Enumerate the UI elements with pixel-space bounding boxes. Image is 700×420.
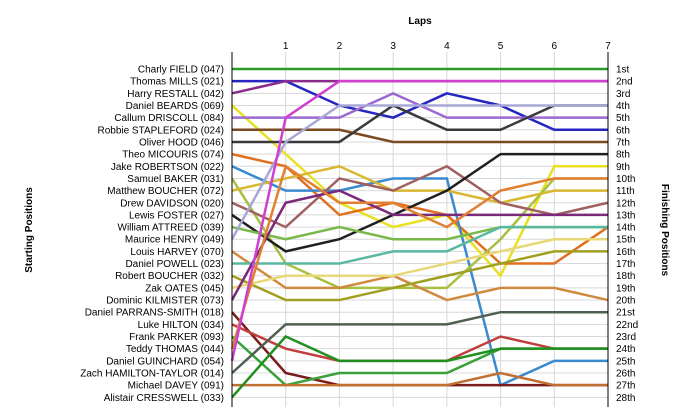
finishing-position-label: 20th	[616, 296, 635, 307]
starting-position-label: Robbie STAPLEFORD (024)	[97, 125, 224, 136]
series-line	[232, 225, 608, 265]
finishing-position-label: 23rd	[616, 332, 636, 343]
starting-position-label: Daniel POWELL (023)	[125, 259, 224, 270]
finishing-position-label: 9th	[616, 162, 630, 173]
finishing-position-label: 10th	[616, 174, 635, 185]
starting-position-label: Daniel GUINCHARD (054)	[106, 356, 224, 367]
starting-position-label: Oliver HOOD (046)	[139, 137, 224, 148]
finishing-position-label: 19th	[616, 283, 635, 294]
starting-position-label: Michael DAVEY (091)	[128, 381, 224, 392]
finishing-position-label: 22nd	[616, 320, 638, 331]
finishing-position-label: 8th	[616, 150, 630, 161]
starting-position-label: Alistair CRESSWELL (033)	[104, 393, 224, 404]
starting-position-label: Samuel BAKER (031)	[127, 174, 224, 185]
finishing-position-label: 18th	[616, 271, 635, 282]
series-line	[230, 79, 608, 362]
finishing-position-label: 24th	[616, 344, 635, 355]
starting-position-label: Luke HILTON (034)	[138, 320, 224, 331]
starting-position-label: Charly FIELD (047)	[138, 65, 224, 76]
finishing-position-label: 17th	[616, 259, 635, 270]
starting-position-label: Callum DRISCOLL (084)	[114, 113, 224, 124]
finishing-position-label: 26th	[616, 369, 635, 380]
starting-position-label: Louis HARVEY (070)	[130, 247, 224, 258]
series-line	[231, 152, 609, 265]
series-line	[232, 371, 608, 387]
finishing-position-label: 25th	[616, 356, 635, 367]
finishing-position-label: 21st	[616, 308, 635, 319]
lap-tick-label: 6	[552, 41, 558, 52]
starting-position-label: William ATTREED (039)	[118, 223, 225, 234]
finishing-position-label: 7th	[616, 137, 630, 148]
starting-position-label: Matthew BOUCHER (072)	[107, 186, 224, 197]
starting-position-label: Harry RESTALL (042)	[127, 89, 224, 100]
lap-tick-label: 1	[283, 41, 289, 52]
series-line	[231, 310, 608, 374]
finishing-position-label: 6th	[616, 125, 630, 136]
starting-position-label: Drew DAVIDSON (020)	[120, 198, 224, 209]
starting-position-label: Teddy THOMAS (044)	[126, 344, 224, 355]
lap-tick-label: 3	[390, 41, 396, 52]
series-line	[231, 237, 608, 290]
left-axis-title: Starting Positions	[24, 187, 35, 273]
series-lines	[230, 67, 609, 399]
finishing-position-label: 15th	[616, 235, 635, 246]
starting-position-label: Lewis FOSTER (027)	[129, 210, 224, 221]
series-line	[231, 104, 608, 278]
finishing-position-label: 28th	[616, 393, 635, 404]
finishing-position-label: 27th	[616, 381, 635, 392]
lap-tick-label: 4	[444, 41, 450, 52]
tick-labels: 1 2 3 4 5 6 7 Charly FIELD (047)Thomas MILLS (0…	[80, 41, 638, 404]
starting-position-label: Robert BOUCHER (032)	[115, 271, 224, 282]
series-line	[231, 152, 608, 253]
series-line	[231, 164, 608, 205]
finishing-position-label: 12th	[616, 198, 635, 209]
starting-position-label: Frank PARKER (093)	[129, 332, 224, 343]
starting-position-label: Jake ROBERTSON (022)	[111, 162, 224, 173]
finishing-position-label: 2nd	[616, 77, 633, 88]
starting-position-label: Daniel PARRANS-SMITH (018)	[85, 308, 224, 319]
finishing-position-label: 1st	[616, 65, 630, 76]
series-line	[230, 104, 608, 240]
starting-position-label: Dominic KILMISTER (073)	[106, 296, 224, 307]
starting-position-label: Zach HAMILTON-TAYLOR (014)	[80, 369, 224, 380]
finishing-position-label: 4th	[616, 101, 630, 112]
lap-tick-label: 5	[498, 41, 504, 52]
series-line	[230, 164, 608, 350]
series-line	[232, 128, 608, 144]
series-line	[231, 250, 608, 302]
starting-position-label: Zak OATES (045)	[145, 283, 224, 294]
starting-position-label: Maurice HENRY (049)	[125, 235, 224, 246]
lap-tick-label: 2	[337, 41, 343, 52]
finishing-position-label: 14th	[616, 223, 635, 234]
finishing-position-label: 3rd	[616, 89, 630, 100]
right-axis-title: Finishing Positions	[659, 184, 670, 277]
series-line	[231, 335, 608, 399]
axes	[231, 52, 609, 407]
finishing-position-label: 5th	[616, 113, 630, 124]
finishing-position-label: 11th	[616, 186, 635, 197]
series-line	[232, 104, 608, 144]
series-line	[231, 164, 609, 229]
finishing-position-label: 13th	[616, 210, 635, 221]
starting-position-label: Thomas MILLS (021)	[130, 77, 224, 88]
finishing-position-label: 16th	[616, 247, 635, 258]
starting-position-label: Daniel BEARDS (069)	[126, 101, 224, 112]
series-line	[231, 250, 609, 302]
starting-position-label: Theo MICOURIS (074)	[122, 150, 224, 161]
lap-tick-label: 7	[605, 41, 611, 52]
top-axis-title: Laps	[408, 16, 432, 27]
